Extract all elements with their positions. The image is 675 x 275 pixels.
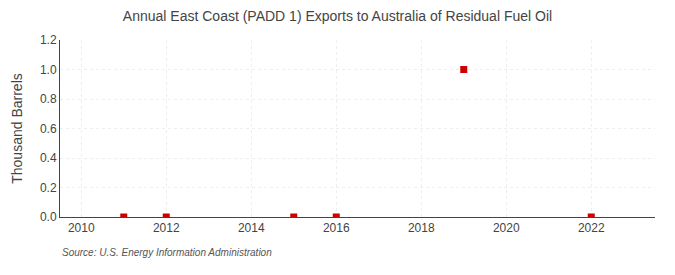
svg-text:2010: 2010: [68, 221, 95, 235]
svg-text:Annual East Coast (PADD 1) Exp: Annual East Coast (PADD 1) Exports to Au…: [123, 8, 552, 24]
svg-text:2016: 2016: [323, 221, 350, 235]
svg-text:0.4: 0.4: [40, 151, 57, 165]
svg-text:2012: 2012: [153, 221, 180, 235]
svg-text:2022: 2022: [578, 221, 605, 235]
svg-text:0.8: 0.8: [40, 92, 57, 106]
svg-text:2018: 2018: [408, 221, 435, 235]
svg-text:2014: 2014: [238, 221, 265, 235]
svg-text:0.2: 0.2: [40, 181, 57, 195]
svg-text:0.6: 0.6: [40, 122, 57, 136]
svg-text:0.0: 0.0: [40, 210, 57, 224]
svg-text:1.2: 1.2: [40, 33, 57, 47]
svg-text:Thousand Barrels: Thousand Barrels: [9, 73, 25, 184]
svg-text:2020: 2020: [493, 221, 520, 235]
svg-text:Source: U.S. Energy Informatio: Source: U.S. Energy Information Administ…: [62, 247, 272, 258]
svg-text:1.0: 1.0: [40, 63, 57, 77]
